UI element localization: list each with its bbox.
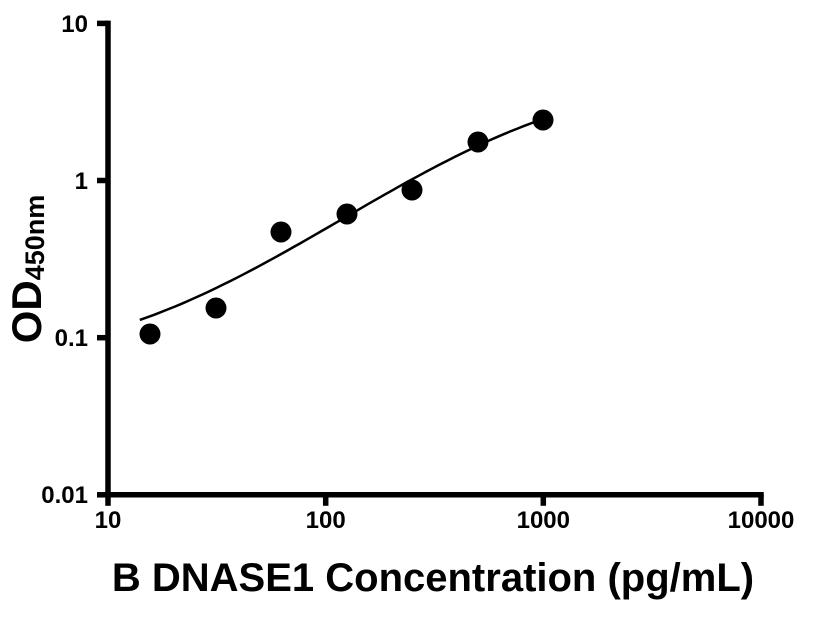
svg-text:10: 10 bbox=[61, 11, 88, 38]
svg-text:1: 1 bbox=[75, 168, 88, 195]
svg-text:OD450nm: OD450nm bbox=[3, 195, 50, 344]
svg-text:10: 10 bbox=[95, 507, 122, 534]
svg-text:10000: 10000 bbox=[728, 507, 795, 534]
svg-text:B DNASE1 Concentration (pg/mL): B DNASE1 Concentration (pg/mL) bbox=[112, 556, 754, 600]
svg-text:1000: 1000 bbox=[517, 507, 570, 534]
svg-text:0.01: 0.01 bbox=[41, 482, 88, 509]
svg-text:100: 100 bbox=[306, 507, 346, 534]
svg-text:0.1: 0.1 bbox=[55, 325, 88, 352]
